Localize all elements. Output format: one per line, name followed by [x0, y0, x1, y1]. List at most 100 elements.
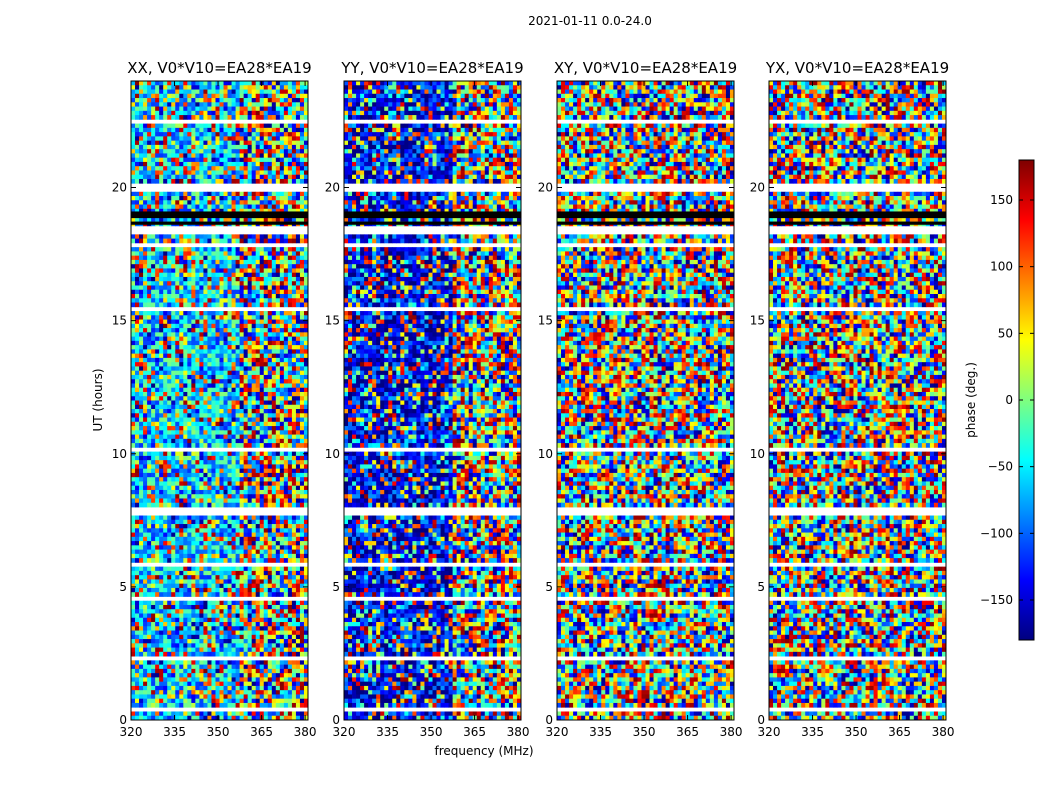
- heatmap-cell: [263, 383, 269, 389]
- heatmap-cell: [271, 311, 277, 316]
- heatmap-cell: [191, 362, 196, 367]
- heatmap-cell: [167, 604, 172, 610]
- heatmap-cell: [151, 336, 156, 342]
- heatmap-cell: [203, 251, 208, 257]
- heatmap-cell: [171, 153, 176, 159]
- heatmap-cell: [155, 268, 160, 274]
- heatmap-cell: [295, 255, 301, 261]
- heatmap-cell: [251, 524, 257, 529]
- heatmap-cell: [219, 127, 224, 133]
- heatmap-cell: [183, 102, 188, 107]
- heatmap-cell: [267, 391, 273, 397]
- heatmap-cell: [279, 357, 285, 363]
- heatmap-cell: [151, 200, 156, 205]
- heatmap-cell: [219, 532, 224, 538]
- heatmap-cell: [143, 379, 148, 384]
- heatmap-cell: [207, 345, 212, 350]
- heatmap-cell: [275, 409, 281, 414]
- heatmap-cell: [131, 587, 136, 593]
- heatmap-cell: [291, 404, 297, 410]
- heatmap-cell: [139, 144, 144, 150]
- heatmap-cell: [219, 409, 224, 414]
- heatmap-cell: [231, 132, 236, 137]
- heatmap-cell: [283, 264, 289, 269]
- heatmap-cell: [175, 149, 180, 154]
- heatmap-cell: [163, 349, 168, 355]
- heatmap-cell: [275, 455, 281, 461]
- heatmap-cell: [259, 157, 265, 163]
- heatmap-cell: [219, 328, 224, 333]
- heatmap-cell: [259, 285, 265, 291]
- heatmap-cell: [175, 498, 180, 504]
- heatmap-cell: [239, 451, 245, 457]
- heatmap-cell: [171, 481, 176, 487]
- heatmap-cell: [267, 247, 273, 252]
- heatmap-cell: [295, 115, 301, 120]
- heatmap-cell: [203, 85, 208, 90]
- heatmap-cell: [187, 102, 192, 107]
- heatmap-cell: [247, 421, 253, 427]
- heatmap-cell: [283, 294, 289, 299]
- heatmap-cell: [287, 421, 293, 427]
- heatmap-cell: [191, 259, 196, 265]
- heatmap-cell: [247, 127, 253, 133]
- heatmap-cell: [291, 434, 297, 440]
- heatmap-cell: [291, 144, 297, 150]
- heatmap-cell: [167, 149, 172, 154]
- heatmap-cell: [135, 472, 140, 478]
- heatmap-cell: [175, 455, 180, 461]
- heatmap-cell: [163, 102, 168, 107]
- heatmap-cell: [283, 161, 289, 167]
- heatmap-cell: [147, 102, 152, 107]
- heatmap-cell: [179, 336, 184, 342]
- heatmap-cell: [283, 477, 289, 482]
- heatmap-cell: [247, 140, 253, 146]
- heatmap-cell: [175, 336, 180, 342]
- heatmap-cell: [219, 549, 224, 555]
- heatmap-cell: [187, 234, 192, 240]
- heatmap-cell: [151, 532, 156, 538]
- heatmap-cell: [211, 426, 216, 431]
- heatmap-cell: [223, 157, 228, 163]
- heatmap-cell: [163, 404, 168, 410]
- heatmap-cell: [299, 298, 305, 303]
- heatmap-cell: [199, 549, 204, 555]
- heatmap-cell: [219, 170, 224, 176]
- heatmap-cell: [179, 174, 184, 180]
- heatmap-cell: [211, 208, 216, 214]
- heatmap-cell: [207, 251, 212, 257]
- heatmap-cell: [227, 127, 232, 133]
- heatmap-cell: [283, 196, 289, 201]
- heatmap-cell: [135, 81, 140, 86]
- heatmap-cell: [255, 196, 261, 201]
- heatmap-cell: [159, 400, 164, 406]
- heatmap-cell: [131, 515, 136, 521]
- heatmap-cell: [291, 430, 297, 435]
- heatmap-cell: [251, 238, 257, 244]
- heatmap-cell: [155, 541, 160, 546]
- heatmap-cell: [267, 259, 273, 265]
- heatmap-cell: [147, 430, 152, 435]
- heatmap-cell: [243, 140, 249, 146]
- heatmap-cell: [247, 472, 253, 478]
- heatmap-cell: [211, 106, 216, 112]
- heatmap-cell: [303, 609, 308, 614]
- heatmap-cell: [247, 353, 253, 359]
- heatmap-cell: [247, 166, 253, 171]
- heatmap-cell: [291, 489, 297, 495]
- heatmap-cell: [163, 132, 168, 137]
- heatmap-cell: [259, 315, 265, 320]
- heatmap-cell: [211, 272, 216, 278]
- heatmap-cell: [199, 451, 204, 457]
- heatmap-cell: [135, 200, 140, 205]
- heatmap-cell: [175, 85, 180, 90]
- heatmap-cell: [259, 140, 265, 146]
- heatmap-cell: [263, 498, 269, 504]
- heatmap-cell: [239, 387, 245, 393]
- heatmap-cell: [231, 519, 236, 525]
- heatmap-cell: [271, 157, 277, 163]
- heatmap-cell: [179, 549, 184, 555]
- heatmap-cell: [227, 191, 232, 197]
- heatmap-cell: [183, 281, 188, 286]
- heatmap-cell: [131, 345, 136, 350]
